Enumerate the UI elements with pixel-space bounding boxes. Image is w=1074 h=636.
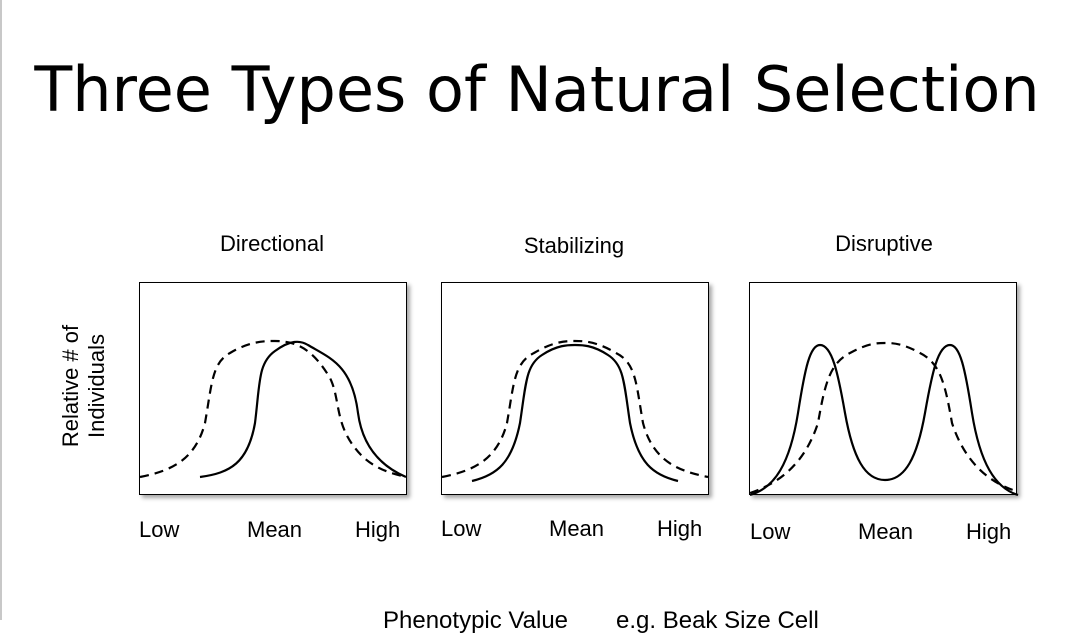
slide-title: Three Types of Natural Selection xyxy=(34,53,1040,126)
directional-tick-high: High xyxy=(355,517,401,542)
panel-title-stabilizing: Stabilizing xyxy=(523,233,625,258)
disruptive-original-curve xyxy=(749,341,1017,495)
directional-selected-curve xyxy=(199,340,407,479)
x-axis-label-part1: Phenotypic Value xyxy=(383,607,569,634)
disruptive-tick-mean: Mean xyxy=(858,519,914,544)
disruptive-curves xyxy=(749,341,1019,497)
stabilizing-curves xyxy=(441,339,709,483)
panel-directional xyxy=(139,282,407,495)
disruptive-tick-high: High xyxy=(966,519,1012,544)
directional-curves xyxy=(139,339,407,479)
y-axis-label-line1: Relative # of xyxy=(58,324,83,448)
panel-stabilizing xyxy=(441,282,709,495)
panel-disruptive xyxy=(749,282,1019,497)
disruptive-selected-curve xyxy=(749,343,1019,497)
stabilizing-tick-mean: Mean xyxy=(549,516,605,541)
y-axis-label: Relative # of Individuals xyxy=(44,306,124,466)
panel-title-directional: Directional xyxy=(220,231,324,256)
x-axis-label-part2: e.g. Beak Size Cell xyxy=(616,607,819,634)
x-axis-label: Phenotypic Value e.g. Beak Size Cell xyxy=(383,606,819,636)
directional-tick-low: Low xyxy=(139,517,180,542)
directional-original-curve xyxy=(139,339,407,479)
disruptive-tick-low: Low xyxy=(750,519,791,544)
stabilizing-tick-high: High xyxy=(657,516,703,541)
directional-tick-mean: Mean xyxy=(247,517,303,542)
stabilizing-original-curve xyxy=(441,339,709,479)
stabilizing-tick-low: Low xyxy=(441,516,482,541)
slide-left-edge xyxy=(0,0,2,620)
y-axis-label-line2: Individuals xyxy=(84,334,109,438)
stabilizing-selected-curve xyxy=(471,343,679,483)
panel-title-disruptive: Disruptive xyxy=(835,231,933,256)
